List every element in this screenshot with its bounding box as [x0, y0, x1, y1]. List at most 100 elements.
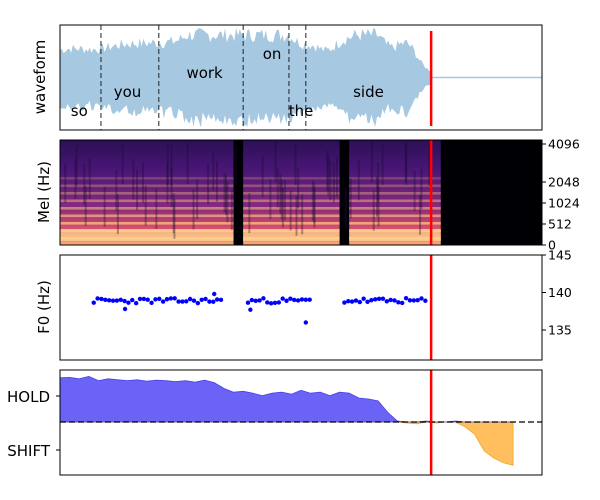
- mel-harmonic: [243, 184, 340, 188]
- mel-texture: [207, 164, 210, 205]
- mel-texture: [313, 183, 316, 224]
- mel-texture: [269, 179, 272, 220]
- f0-point: [403, 295, 409, 301]
- f0-point: [342, 300, 347, 305]
- mel-texture: [413, 171, 416, 212]
- f0-point: [91, 300, 96, 305]
- mel-texture: [64, 163, 67, 204]
- mel-texture: [313, 187, 316, 228]
- mel-texture: [295, 195, 298, 236]
- mel-texture: [274, 142, 277, 183]
- f0-points: [91, 291, 428, 325]
- mel-texture: [405, 144, 408, 185]
- mel-texture: [279, 173, 282, 214]
- mel-texture: [301, 194, 304, 235]
- f0-point: [303, 297, 309, 302]
- mel-texture: [345, 188, 348, 229]
- f0-yticks: 135 140 145: [542, 248, 572, 338]
- f0-point: [295, 298, 301, 303]
- word-boundaries: [100, 25, 307, 130]
- f0-ylabel: F0 (Hz): [35, 280, 53, 334]
- f0-point: [114, 298, 120, 303]
- waveform-trace: [60, 27, 542, 128]
- mel-texture: [289, 190, 292, 231]
- word-label: on: [263, 45, 282, 63]
- mel-texture: [344, 187, 347, 228]
- f0-point: [419, 296, 424, 301]
- mel-texture: [166, 163, 169, 204]
- f0-point: [245, 300, 251, 305]
- f0-point: [95, 296, 100, 301]
- f0-point: [218, 297, 224, 303]
- f0-point: [349, 299, 355, 304]
- mel-spectrogram-panel: 0 512 1024 2048 4096 Mel (Hz): [35, 137, 580, 253]
- f0-point: [276, 300, 282, 305]
- f0-point: [384, 299, 389, 304]
- mel-harmonic: [60, 214, 234, 218]
- mel-spectrogram: [60, 140, 542, 245]
- f0-point: [248, 307, 253, 312]
- mel-ytick-label: 1024: [548, 196, 580, 211]
- mel-texture: [381, 145, 384, 186]
- waveform-panel: so you work on the side waveform: [31, 24, 543, 131]
- mel-texture: [281, 187, 284, 228]
- mel-yticks: 0 512 1024 2048 4096: [542, 137, 580, 253]
- f0-point: [307, 297, 312, 302]
- mel-texture: [327, 155, 330, 196]
- f0-point: [284, 298, 289, 303]
- mel-texture: [84, 185, 87, 226]
- turn-taking-panel: HOLD SHIFT: [7, 369, 543, 476]
- f0-point: [253, 298, 258, 304]
- mel-harmonic: [349, 222, 441, 225]
- f0-point: [106, 298, 112, 303]
- mel-texture: [370, 142, 373, 183]
- mel-texture: [170, 146, 173, 187]
- f0-point: [357, 299, 363, 305]
- mel-harmonic: [243, 222, 340, 225]
- mel-ytick-label: 2048: [548, 175, 580, 190]
- f0-point: [257, 298, 262, 303]
- f0-point: [172, 296, 177, 301]
- mel-harmonic: [349, 192, 441, 195]
- f0-point: [207, 299, 212, 304]
- mel-texture: [192, 189, 195, 230]
- f0-point: [272, 300, 278, 306]
- f0-point: [346, 299, 351, 304]
- mel-texture: [74, 158, 77, 199]
- mel-harmonic: [60, 199, 234, 203]
- mel-harmonic: [60, 184, 234, 188]
- mel-texture: [215, 161, 218, 202]
- mel-texture: [404, 142, 407, 183]
- f0-point: [164, 297, 170, 302]
- mel-texture: [116, 194, 119, 235]
- mel-texture: [115, 170, 118, 211]
- mel-texture: [357, 160, 360, 201]
- mel-texture: [173, 198, 176, 239]
- mel-texture: [335, 156, 338, 197]
- f0-point: [280, 296, 285, 301]
- mel-texture: [428, 145, 431, 186]
- f0-ytick-label: 140: [548, 285, 572, 300]
- mel-ylabel: Mel (Hz): [35, 161, 53, 223]
- mel-texture: [349, 178, 352, 219]
- f0-point: [415, 297, 420, 303]
- f0-point: [149, 300, 154, 306]
- f0-point: [180, 299, 185, 304]
- f0-point: [423, 298, 428, 303]
- mel-texture: [376, 176, 379, 217]
- f0-point: [126, 300, 131, 305]
- mel-segment: [349, 140, 441, 245]
- f0-point: [184, 299, 189, 304]
- mel-harmonic: [243, 207, 340, 210]
- mel-texture: [103, 186, 106, 227]
- f0-point: [137, 296, 143, 302]
- mel-ytick-label: 512: [548, 217, 572, 232]
- mel-texture: [294, 145, 297, 186]
- f0-point: [176, 299, 181, 304]
- f0-point: [388, 297, 393, 303]
- mel-texture: [136, 170, 139, 211]
- mel-texture: [420, 169, 423, 210]
- f0-point: [195, 300, 201, 306]
- f0-point: [361, 296, 366, 301]
